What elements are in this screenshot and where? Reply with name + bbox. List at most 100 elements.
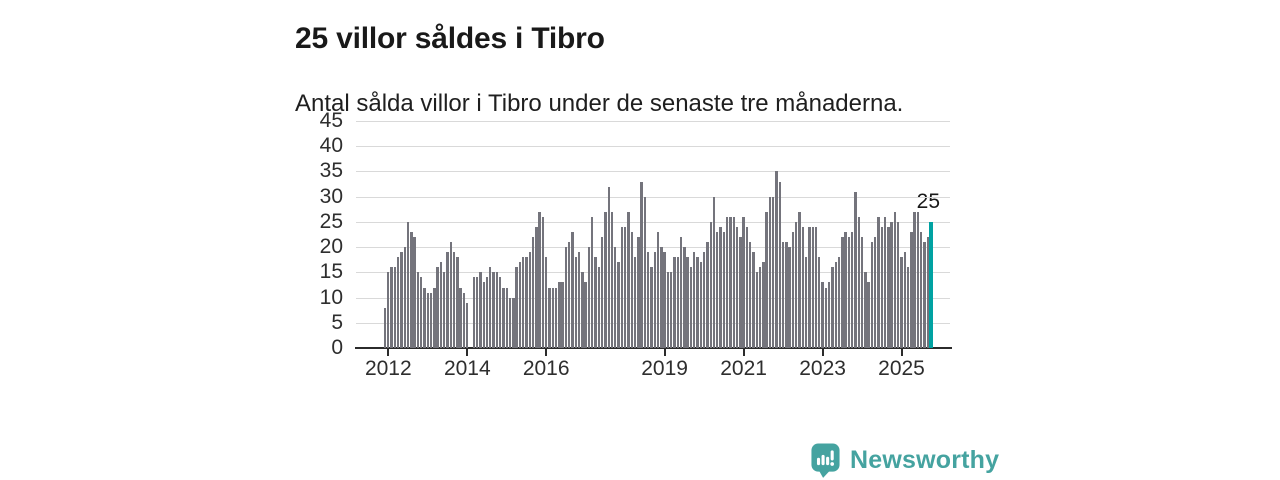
bar [610, 211, 614, 348]
bar [725, 216, 729, 348]
bar [387, 272, 390, 348]
bar [482, 282, 485, 348]
bar [867, 282, 870, 348]
bar [699, 262, 703, 348]
bar [752, 252, 755, 348]
bar [623, 226, 627, 348]
x-axis-tick-label: 2023 [799, 357, 846, 380]
bar [880, 226, 883, 348]
y-axis-tick-label: 15 [319, 260, 343, 284]
bar [571, 232, 574, 348]
x-axis-tick [466, 349, 469, 356]
y-axis-tick-label: 30 [319, 184, 343, 208]
bar [758, 267, 762, 348]
bar [926, 237, 930, 348]
bar [693, 252, 696, 348]
bar [485, 277, 489, 348]
y-axis-tick-label: 45 [319, 109, 343, 132]
gridline-y-30 [356, 196, 950, 198]
bar [548, 287, 551, 348]
bar [900, 257, 903, 348]
bar [850, 232, 854, 348]
bar [433, 287, 436, 348]
bar [643, 196, 647, 348]
bar [406, 221, 410, 348]
bar [614, 247, 617, 348]
bar [587, 247, 591, 348]
bar [679, 237, 683, 348]
bar [594, 257, 597, 348]
chart-title: 25 villor såldes i Tibro [295, 22, 605, 56]
bar [502, 287, 505, 348]
bar [518, 262, 522, 348]
bar [472, 277, 476, 348]
bar [545, 257, 548, 348]
bar [696, 257, 699, 348]
bar [824, 287, 828, 348]
bar [844, 232, 847, 348]
bar [864, 272, 867, 348]
bar [568, 242, 571, 348]
bar [847, 237, 851, 348]
bar [604, 211, 607, 348]
bar [446, 252, 449, 348]
bar [686, 257, 689, 348]
x-axis-tick [663, 349, 666, 356]
bar [841, 237, 844, 348]
bar [818, 257, 821, 348]
bar [627, 211, 630, 348]
bar [531, 237, 535, 348]
bar [492, 272, 495, 348]
bar [515, 267, 518, 348]
brand-name: Newsworthy [850, 445, 1000, 474]
bar [893, 211, 897, 348]
bar [804, 257, 808, 348]
bar [558, 282, 561, 348]
gridline-y-25 [356, 221, 950, 223]
x-axis-tick-label: 2014 [443, 357, 491, 380]
bar [512, 297, 515, 348]
x-axis-tick [742, 349, 745, 356]
bar [712, 196, 716, 348]
bar [508, 297, 512, 348]
bar [702, 252, 706, 348]
bar [561, 282, 564, 348]
bar [874, 237, 877, 348]
bar [459, 287, 462, 348]
newsworthy-logo-icon [811, 443, 840, 478]
bar [400, 252, 403, 348]
bar [689, 267, 693, 348]
bar [706, 242, 709, 348]
bar [890, 221, 893, 348]
bar [538, 211, 541, 348]
y-axis-tick-label: 35 [319, 159, 343, 183]
bar [883, 216, 887, 348]
bar [791, 232, 795, 348]
bar [742, 216, 745, 348]
bar [870, 242, 874, 348]
bar [814, 226, 818, 348]
bar [676, 257, 679, 348]
bar [413, 237, 416, 348]
x-axis-tick [545, 349, 548, 356]
x-axis-tick [387, 349, 390, 356]
bar [663, 252, 666, 348]
bar [647, 252, 650, 348]
bar [383, 307, 387, 348]
bar [778, 181, 781, 348]
bar [574, 257, 577, 348]
chart-subtitle: Antal sålda villor i Tibro under de sena… [295, 90, 904, 117]
bar [591, 216, 594, 348]
bar [762, 262, 765, 348]
bar [801, 226, 805, 348]
bar [745, 226, 749, 348]
bar [653, 252, 656, 348]
bar [505, 287, 508, 348]
bar [735, 226, 739, 348]
bar [660, 247, 663, 348]
bar [452, 252, 456, 348]
x-axis-tick-label: 2012 [364, 357, 412, 380]
bar [439, 262, 443, 348]
gridline-y-45 [356, 121, 950, 122]
